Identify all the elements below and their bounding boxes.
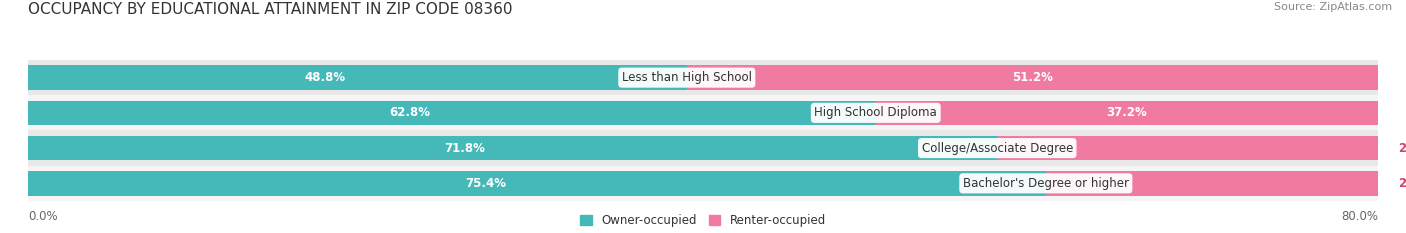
Text: 28.2%: 28.2%: [1398, 142, 1406, 155]
Text: 71.8%: 71.8%: [444, 142, 485, 155]
Bar: [997, 136, 1378, 161]
Bar: [686, 65, 1378, 90]
Text: Less than High School: Less than High School: [621, 71, 752, 84]
Text: 51.2%: 51.2%: [1012, 71, 1053, 84]
Bar: [28, 60, 1378, 95]
Bar: [28, 136, 997, 161]
Bar: [28, 171, 1046, 196]
Text: OCCUPANCY BY EDUCATIONAL ATTAINMENT IN ZIP CODE 08360: OCCUPANCY BY EDUCATIONAL ATTAINMENT IN Z…: [28, 2, 513, 17]
Bar: [1046, 171, 1378, 196]
Text: 37.2%: 37.2%: [1107, 106, 1147, 119]
Legend: Owner-occupied, Renter-occupied: Owner-occupied, Renter-occupied: [579, 214, 827, 227]
Bar: [876, 100, 1378, 125]
Bar: [28, 130, 1378, 166]
Bar: [28, 95, 1378, 130]
Text: 62.8%: 62.8%: [389, 106, 430, 119]
Text: Source: ZipAtlas.com: Source: ZipAtlas.com: [1274, 2, 1392, 12]
Text: 75.4%: 75.4%: [465, 177, 506, 190]
Text: 80.0%: 80.0%: [1341, 210, 1378, 223]
Text: Bachelor's Degree or higher: Bachelor's Degree or higher: [963, 177, 1129, 190]
Text: High School Diploma: High School Diploma: [814, 106, 938, 119]
Text: College/Associate Degree: College/Associate Degree: [921, 142, 1073, 155]
Bar: [28, 65, 686, 90]
Bar: [28, 100, 876, 125]
Text: 48.8%: 48.8%: [304, 71, 344, 84]
Bar: [28, 166, 1378, 201]
Text: 24.6%: 24.6%: [1398, 177, 1406, 190]
Text: 0.0%: 0.0%: [28, 210, 58, 223]
